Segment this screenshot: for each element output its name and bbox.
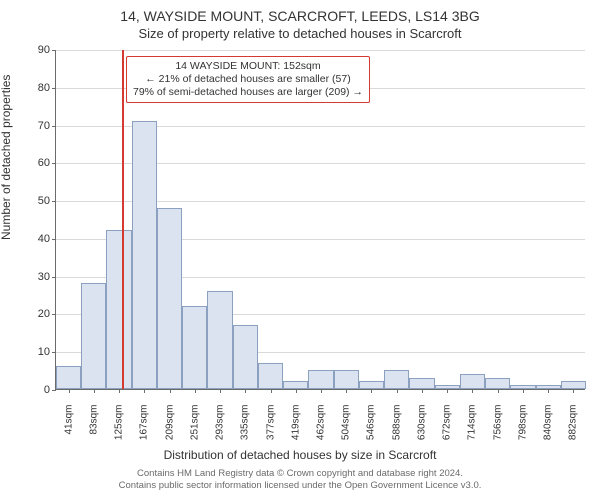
histogram-bar [56, 366, 81, 389]
histogram-bar [132, 121, 157, 389]
xtick-label: 83sqm [88, 403, 99, 435]
xtick-mark [498, 389, 499, 393]
histogram-bar [561, 381, 586, 389]
xtick-mark [397, 389, 398, 393]
chart-container: 14, WAYSIDE MOUNT, SCARCROFT, LEEDS, LS1… [0, 0, 600, 500]
xtick-mark [346, 389, 347, 393]
xtick-label: 672sqm [442, 403, 453, 441]
chart-title-line1: 14, WAYSIDE MOUNT, SCARCROFT, LEEDS, LS1… [0, 8, 600, 24]
xtick-mark [321, 389, 322, 393]
x-axis-label: Distribution of detached houses by size … [0, 448, 600, 462]
xtick-mark [296, 389, 297, 393]
xtick-label: 630sqm [416, 403, 427, 441]
histogram-bar [233, 325, 258, 389]
xtick-mark [573, 389, 574, 393]
footer-line2: Contains public sector information licen… [119, 480, 482, 491]
histogram-bar [384, 370, 409, 389]
annotation-line3: 79% of semi-detached houses are larger (… [133, 86, 363, 98]
xtick-mark [245, 389, 246, 393]
xtick-label: 756sqm [492, 403, 503, 441]
xtick-mark [271, 389, 272, 393]
ytick-label: 90 [38, 44, 56, 56]
xtick-label: 714sqm [467, 403, 478, 441]
ytick-label: 20 [38, 308, 56, 320]
ytick-label: 60 [38, 157, 56, 169]
xtick-mark [548, 389, 549, 393]
histogram-bar [359, 381, 384, 389]
xtick-mark [447, 389, 448, 393]
ytick-label: 10 [38, 346, 56, 358]
histogram-bar [157, 208, 182, 389]
histogram-bar [409, 378, 434, 389]
xtick-label: 167sqm [139, 403, 150, 441]
xtick-mark [94, 389, 95, 393]
ytick-label: 80 [38, 82, 56, 94]
annotation-box: 14 WAYSIDE MOUNT: 152sqm← 21% of detache… [126, 56, 370, 103]
histogram-bar [308, 370, 333, 389]
xtick-mark [144, 389, 145, 393]
xtick-label: 588sqm [391, 403, 402, 441]
ytick-label: 30 [38, 271, 56, 283]
xtick-label: 41sqm [63, 403, 74, 435]
xtick-label: 419sqm [290, 403, 301, 441]
histogram-bar [207, 291, 232, 389]
xtick-mark [170, 389, 171, 393]
xtick-label: 293sqm [215, 403, 226, 441]
reference-line [122, 50, 124, 389]
xtick-mark [69, 389, 70, 393]
histogram-bar [460, 374, 485, 389]
xtick-mark [119, 389, 120, 393]
xtick-mark [472, 389, 473, 393]
xtick-mark [220, 389, 221, 393]
xtick-label: 125sqm [114, 403, 125, 441]
ytick-label: 70 [38, 120, 56, 132]
histogram-bar [334, 370, 359, 389]
annotation-line2: ← 21% of detached houses are smaller (57… [145, 73, 350, 85]
footer-attribution: Contains HM Land Registry data © Crown c… [0, 468, 600, 493]
footer-line1: Contains HM Land Registry data © Crown c… [137, 468, 463, 479]
histogram-bar [106, 230, 131, 389]
xtick-label: 335sqm [240, 403, 251, 441]
xtick-mark [371, 389, 372, 393]
histogram-bar [258, 363, 283, 389]
xtick-label: 462sqm [316, 403, 327, 441]
gridline [56, 50, 585, 51]
histogram-bar [283, 381, 308, 389]
ytick-label: 0 [44, 384, 56, 396]
xtick-label: 798sqm [517, 403, 528, 441]
xtick-label: 840sqm [543, 403, 554, 441]
plot-area: 010203040506070809041sqm83sqm125sqm167sq… [55, 50, 585, 390]
y-axis-label: Number of detached properties [0, 75, 13, 240]
annotation-line1: 14 WAYSIDE MOUNT: 152sqm [175, 60, 320, 72]
xtick-mark [523, 389, 524, 393]
ytick-label: 40 [38, 233, 56, 245]
xtick-mark [195, 389, 196, 393]
chart-title-line2: Size of property relative to detached ho… [0, 26, 600, 41]
histogram-bar [182, 306, 207, 389]
xtick-label: 546sqm [366, 403, 377, 441]
xtick-label: 882sqm [568, 403, 579, 441]
ytick-label: 50 [38, 195, 56, 207]
xtick-label: 209sqm [164, 403, 175, 441]
xtick-label: 377sqm [265, 403, 276, 441]
xtick-label: 504sqm [341, 403, 352, 441]
xtick-label: 251sqm [189, 403, 200, 441]
xtick-mark [422, 389, 423, 393]
histogram-bar [81, 283, 106, 389]
histogram-bar [485, 378, 510, 389]
